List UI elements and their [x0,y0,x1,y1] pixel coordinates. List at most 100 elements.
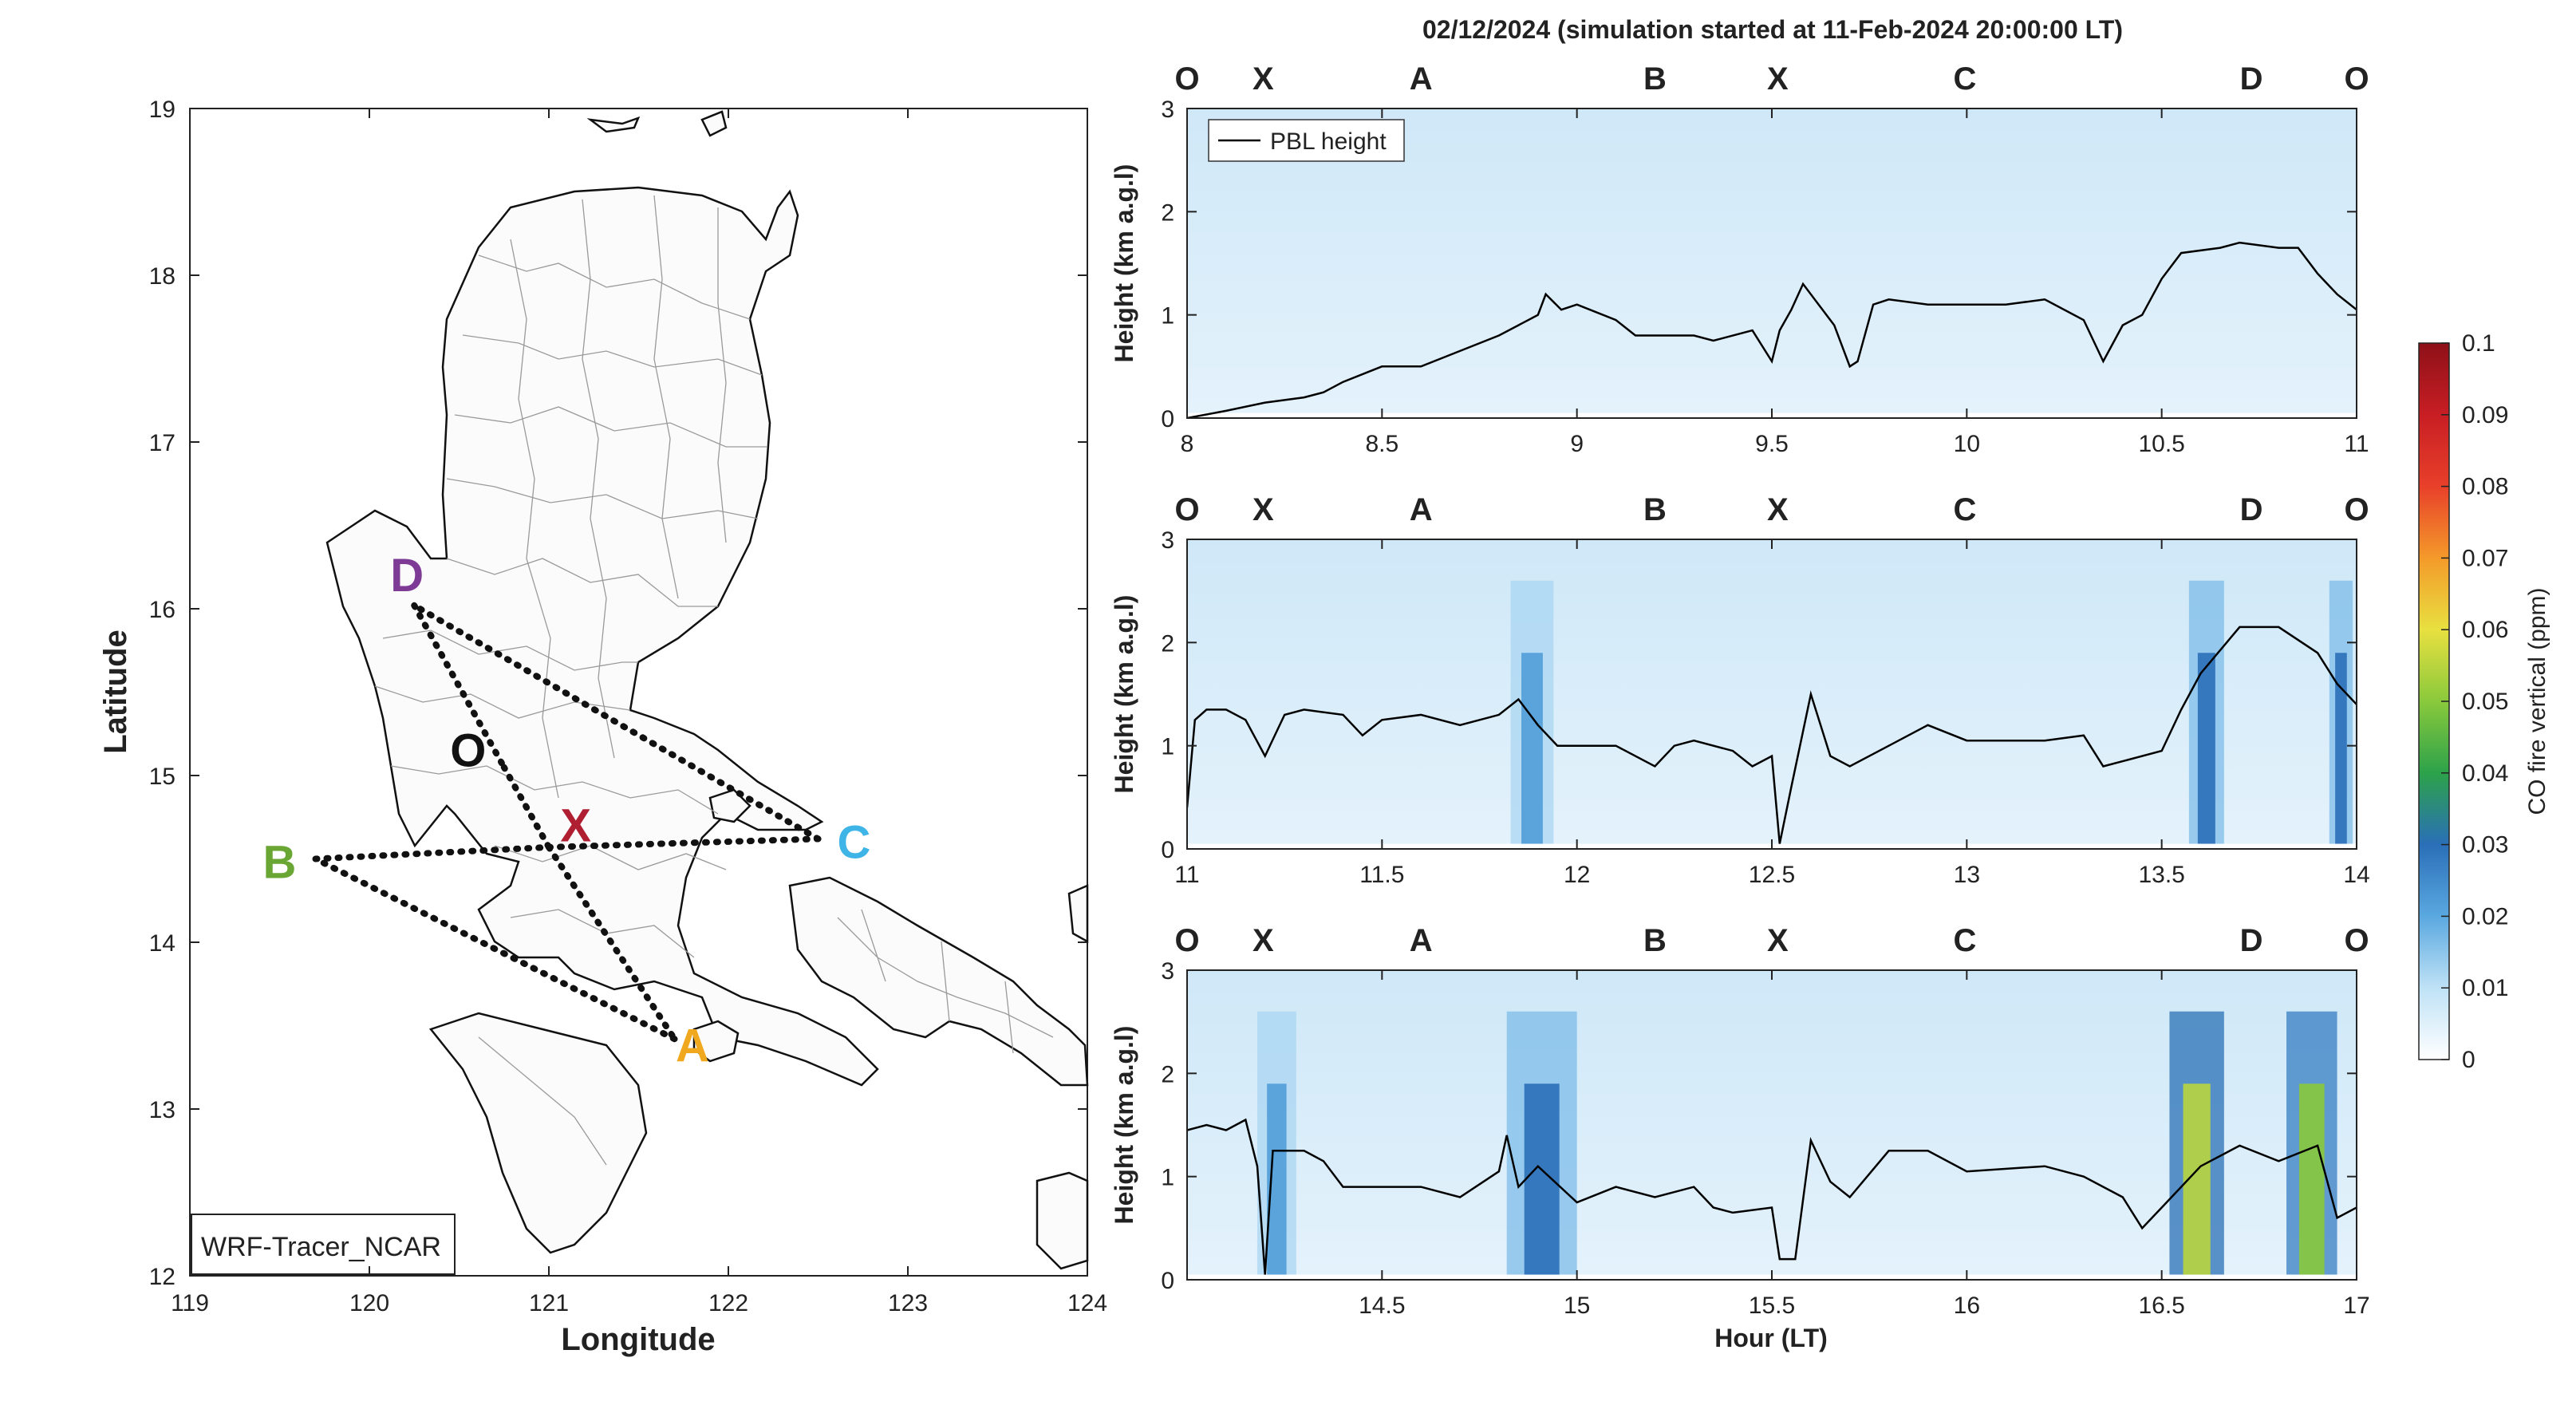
x-tick-label: 12 [1564,862,1590,888]
y-tick-label: 1 [1161,1165,1174,1191]
map-waypoint-B: B [263,837,297,889]
route-lines [312,602,822,1043]
x-tick-label: 14 [2343,862,2369,888]
waypoint-label-O: O [1174,492,1199,527]
colorbar-tick-label: 0.06 [2462,617,2508,643]
concentration-background [1187,970,2357,1280]
y-axis-label: Height (km a.g.l) [1110,1026,1138,1225]
marinduque-island [692,1020,740,1063]
waypoint-label-O: O [2344,492,2369,527]
waypoint-label-O: O [2344,923,2369,958]
x-tick-label: 11.5 [1359,862,1404,888]
waypoint-label-X: X [1767,61,1789,97]
mindoro-island [428,1012,648,1254]
map-x-tick-label: 121 [529,1290,569,1316]
x-tick-label: 15 [1564,1293,1590,1319]
route-X-A [546,843,678,1043]
route-C-D [411,602,822,843]
waypoint-label-X: X [1767,923,1789,958]
map-y-ticks: 12 13 14 15 16 17 18 19 [149,97,1087,1290]
colorbar-label: CO fire vertical (ppm) [2524,587,2550,815]
plume-core-1 [2197,653,2215,844]
route-A-B [312,855,678,1043]
x-tick-label: 9.5 [1755,431,1789,457]
waypoint-label-C: C [1953,61,1976,97]
colorbar-ticks: 0 0.01 0.02 0.03 0.04 0.05 0.06 0.07 0.08 0.09 0.1 [2441,330,2508,1073]
colorbar-tick-label: 0.01 [2462,975,2508,1001]
legend-entry: PBL height [1270,128,1387,155]
heatmap-xlabel: Hour (LT) [1714,1324,1828,1352]
legend: PBL height [1208,119,1405,162]
waypoint-label-A: A [1410,61,1433,97]
map-ylabel: Latitude [98,630,133,754]
plume-core-1 [1524,1083,1560,1275]
panel-3: 14.5 15 15.5 16 16.5 17 0 1 2 3 Height (km a.g.l) O… [1110,923,2370,1319]
x-tick-label: 13 [1954,862,1980,888]
babuyan-island [700,110,728,137]
x-tick-label: 13.5 [2138,862,2184,888]
colorbar-tick-label: 0.09 [2462,402,2508,428]
colorbar-tick-label: 0.1 [2462,330,2495,357]
y-tick-label: 1 [1161,734,1174,760]
pbl-height-line [1187,1118,2357,1275]
x-tick-label: 16 [1954,1293,1980,1319]
colorbar-tick-label: 0.05 [2462,689,2508,715]
bicol-peninsula [788,876,1089,1087]
map-x-tick-label: 123 [888,1290,928,1316]
colorbar-tick-label: 0 [2462,1047,2475,1073]
y-axis-label: Height (km a.g.l) [1110,595,1138,794]
pbl-height-line [1187,241,2357,418]
map-y-tick-label: 15 [149,764,176,790]
map-y-tick-label: 17 [149,430,176,456]
waypoint-label-A: A [1410,492,1433,527]
model-label: WRF-Tracer_NCAR [201,1232,441,1262]
waypoint-label-D: D [2240,923,2263,958]
heatmap-field [1187,539,2357,849]
x-tick-label: 8 [1181,431,1194,457]
map-y-tick-label: 18 [149,263,176,290]
x-tick-label: 8.5 [1365,431,1398,457]
y-tick-label: 0 [1161,1268,1174,1294]
x-tick-label: 15.5 [1749,1293,1795,1319]
plume-core-2 [2335,653,2347,844]
map-x-tick-label: 122 [708,1290,748,1316]
map-waypoint-C: C [838,817,871,869]
y-tick-label: 2 [1161,1061,1174,1087]
map-y-tick-label: 14 [149,930,176,957]
waypoint-label-D: D [2240,492,2263,527]
waypoint-label-O: O [1174,923,1199,958]
x-tick-label: 9 [1570,431,1584,457]
map-xlabel: Longitude [561,1322,715,1357]
map-y-tick-label: 13 [149,1097,176,1123]
heatmap-field [1187,970,2357,1280]
route-O-X [500,764,552,851]
waypoint-labels: D O X C B A [263,550,871,1072]
model-label-box [191,1214,456,1275]
map-waypoint-D: D [390,550,424,602]
waypoint-label-B: B [1643,492,1667,527]
waypoint-label-A: A [1410,923,1433,958]
waypoint-label-C: C [1953,492,1976,527]
colorbar-tick-label: 0.07 [2462,545,2508,571]
colorbar-tick-label: 0.04 [2462,760,2508,787]
waypoint-label-C: C [1953,923,1976,958]
y-tick-label: 2 [1161,199,1174,226]
x-tick-label: 17 [2343,1293,2369,1319]
y-tick-label: 3 [1161,527,1174,554]
plume-core-0 [1267,1083,1287,1275]
figure-title: 02/12/2024 (simulation started at 11-Feb… [1422,15,2123,44]
y-tick-label: 2 [1161,630,1174,657]
route-X-C [546,835,822,851]
x-tick-label: 14.5 [1359,1293,1405,1319]
y-tick-label: 0 [1161,406,1174,432]
map-x-tick-label: 119 [171,1290,209,1316]
map-y-tick-label: 19 [149,97,176,123]
waypoint-label-X: X [1252,923,1274,958]
map-waypoint-X: X [560,800,591,852]
waypoint-label-O: O [1174,61,1199,97]
pbl-height-line [1187,626,2357,844]
map-y-tick-label: 12 [149,1264,176,1290]
map-x-ticks: 119 120 121 122 123 124 [171,109,1107,1316]
